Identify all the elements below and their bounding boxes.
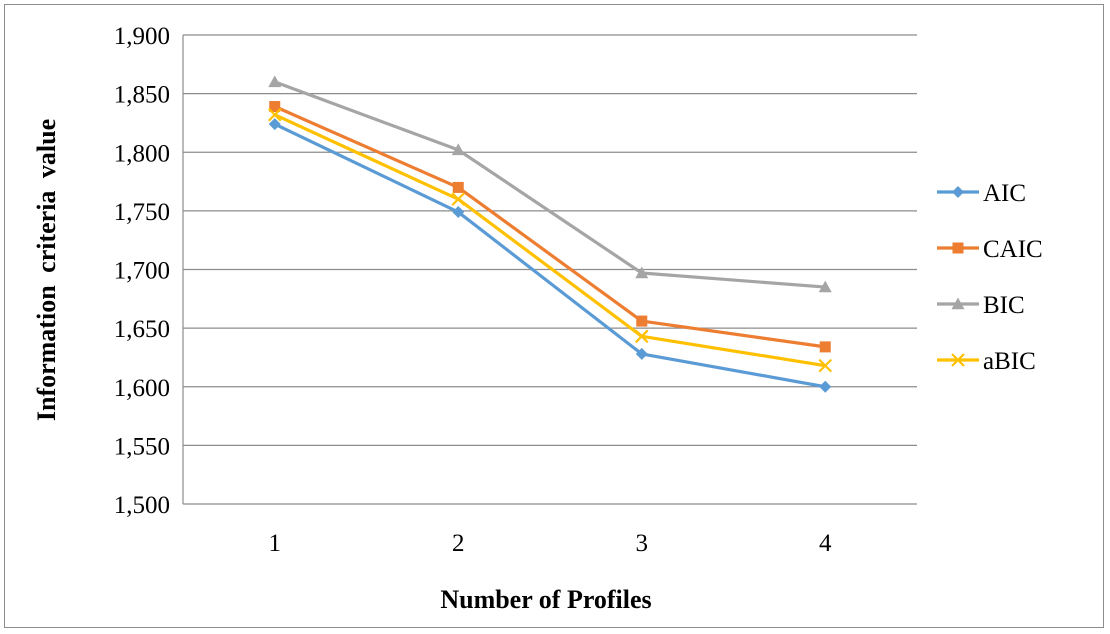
data-point <box>451 143 465 156</box>
legend-label: aBIC <box>983 348 1036 375</box>
legend-marker <box>951 297 965 310</box>
y-tick-label: 1,800 <box>114 140 170 167</box>
legend-label: BIC <box>983 292 1025 319</box>
chart-frame <box>4 4 1104 628</box>
series-layer <box>267 75 833 393</box>
legend-item: AIC <box>937 180 1026 207</box>
data-point <box>635 347 648 360</box>
x-tick-label: 4 <box>819 530 832 557</box>
legend-marker <box>952 242 964 254</box>
legend-item: BIC <box>937 292 1025 319</box>
data-point <box>451 192 466 206</box>
data-point <box>818 280 832 293</box>
x-tick-label: 3 <box>636 530 649 557</box>
x-tick-label: 1 <box>269 530 282 557</box>
data-point <box>268 118 281 131</box>
series-line <box>274 80 826 289</box>
y-tick-label: 1,750 <box>114 199 170 226</box>
data-point <box>819 341 831 353</box>
series-bic <box>268 75 832 293</box>
legend-item: aBIC <box>937 348 1036 375</box>
data-point <box>636 315 648 327</box>
data-point <box>267 107 282 122</box>
y-tick-label: 1,500 <box>114 492 170 519</box>
data-point <box>268 75 282 88</box>
x-tick-label: 2 <box>452 530 465 557</box>
y-tick-label: 1,900 <box>114 23 170 50</box>
data-point <box>269 101 281 113</box>
series-line <box>274 122 826 389</box>
series-line <box>274 113 826 368</box>
series-line <box>274 105 826 349</box>
data-point <box>818 358 833 373</box>
series-caic <box>269 101 831 353</box>
y-tick-label: 1,700 <box>114 258 170 285</box>
legend-label: CAIC <box>983 236 1043 263</box>
data-point <box>819 380 832 393</box>
axes <box>182 35 917 505</box>
series-aic <box>268 118 832 393</box>
legend: AIC CAIC BIC aBIC <box>937 180 1043 375</box>
data-point <box>452 206 465 219</box>
legend-marker <box>951 353 965 367</box>
y-tick-label: 1,650 <box>114 316 170 343</box>
x-axis-title: Number of Profiles <box>440 585 651 614</box>
legend-label: AIC <box>983 180 1026 207</box>
series-abic <box>267 107 833 373</box>
y-tick-label: 1,550 <box>114 433 170 460</box>
data-point <box>634 329 649 344</box>
y-axis-title: Information criteria value <box>32 119 61 421</box>
y-tick-label: 1,600 <box>114 375 170 402</box>
data-point <box>635 266 649 279</box>
data-point <box>452 181 464 193</box>
legend-marker <box>952 186 964 198</box>
tick-labels: 1,500 1,550 1,600 1,650 1,700 1,750 1,800 1,850… <box>114 23 832 557</box>
legend-item: CAIC <box>937 236 1043 263</box>
y-tick-label: 1,850 <box>114 82 170 109</box>
